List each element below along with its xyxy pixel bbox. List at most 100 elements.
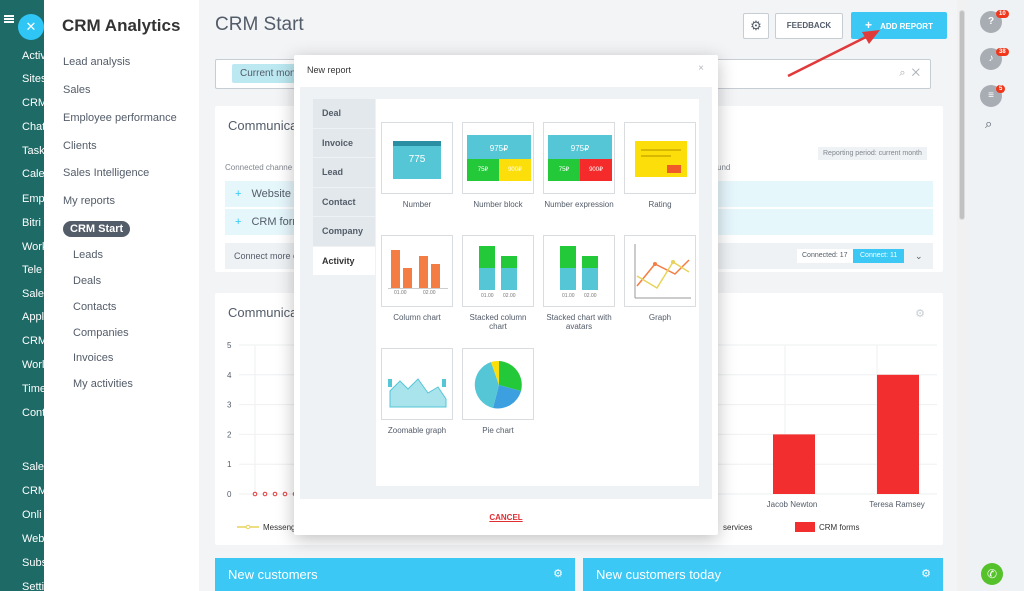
x-tick-label: Teresa Ramsey xyxy=(869,500,925,509)
left-menu-item[interactable]: Bitri xyxy=(22,217,41,229)
y-tick-label: 2 xyxy=(227,430,232,439)
settings-gear-button[interactable]: ⚙ xyxy=(743,13,769,39)
page-scrollbar[interactable] xyxy=(957,0,967,591)
help-badge: 10 xyxy=(996,10,1009,18)
tab-activity[interactable]: Activity xyxy=(313,246,375,276)
tab-invoice[interactable]: Invoice xyxy=(313,128,375,158)
sidebar-item-clients[interactable]: Clients xyxy=(63,140,97,152)
stacked-column-thumbnail: 01.00 02.00 xyxy=(462,235,534,307)
sidebar-item-my-activities[interactable]: My activities xyxy=(73,378,133,390)
gear-icon[interactable]: ⚙ xyxy=(921,568,931,580)
report-type-panel: 775 Number 975₽ 75₽ 900₽ Number block xyxy=(376,99,699,486)
left-menu-item[interactable]: Work xyxy=(22,241,44,253)
add-report-button[interactable]: + ADD REPORT xyxy=(851,12,947,39)
left-menu-item[interactable]: Task xyxy=(22,145,44,157)
number-block-thumbnail: 975₽ 75₽ 900₽ xyxy=(462,122,534,194)
add-report-label: ADD REPORT xyxy=(880,22,933,31)
sidebar-item-employee-performance[interactable]: Employee performance xyxy=(63,112,177,124)
report-label: Number xyxy=(402,200,432,209)
report-tile-pie-chart[interactable]: Pie chart xyxy=(462,348,534,435)
block-sub1: 75₽ xyxy=(467,159,499,181)
search-icon[interactable]: ⌕ xyxy=(899,67,906,79)
sidebar-item-sales-intelligence[interactable]: Sales Intelligence xyxy=(63,167,150,179)
left-menu-item[interactable]: Tele xyxy=(22,264,43,276)
gear-icon[interactable]: ⚙ xyxy=(915,308,925,320)
sidebar-item-my-reports[interactable]: My reports xyxy=(63,195,115,207)
sidebar-item-contacts[interactable]: Contacts xyxy=(73,301,117,313)
tab-company[interactable]: Company xyxy=(313,217,375,247)
report-tile-stacked-column-chart[interactable]: 01.00 02.00 Stacked column chart xyxy=(462,235,534,331)
new-customers-title: New customers xyxy=(228,567,318,582)
channel-name: CRM form xyxy=(251,216,302,228)
new-customers-today-title: New customers today xyxy=(596,567,721,582)
left-menu-item[interactable]: Setti xyxy=(22,581,44,591)
tab-lead[interactable]: Lead xyxy=(313,158,375,188)
left-menu-item[interactable]: Chat xyxy=(22,121,44,133)
tab-contact[interactable]: Contact xyxy=(313,187,375,217)
scrollbar-thumb[interactable] xyxy=(959,10,965,220)
left-menu-item[interactable]: Cont xyxy=(22,407,44,419)
sidebar-item-lead-analysis[interactable]: Lead analysis xyxy=(63,56,131,68)
left-menu-item[interactable]: CRM xyxy=(22,97,44,109)
reporting-period-badge[interactable]: Reporting period: current month xyxy=(818,147,927,160)
zoomable-area xyxy=(388,378,447,408)
left-menu-item[interactable]: Cale xyxy=(22,168,44,180)
number-thumbnail: 775 xyxy=(381,122,453,194)
left-menu-item[interactable]: Emp xyxy=(22,193,44,205)
clear-icon[interactable]: ✕ xyxy=(911,67,920,79)
zero-point xyxy=(252,491,258,497)
left-menu-item[interactable]: Onli xyxy=(22,509,42,521)
cancel-button[interactable]: CANCEL xyxy=(489,513,523,522)
block-sub2: 900₽ xyxy=(499,159,531,181)
left-menu-item[interactable]: Sales xyxy=(22,461,44,473)
right-notification-bar: ? 10 ♪ 38 ≡ 5 ⌕ xyxy=(967,0,1024,591)
search-icon[interactable]: ⌕ xyxy=(985,116,993,131)
sidebar-item-deals[interactable]: Deals xyxy=(73,275,102,287)
x-tick-label: Jacob Newton xyxy=(767,500,818,509)
chart-bar xyxy=(773,434,815,494)
tick-label: 02.00 xyxy=(584,293,597,299)
left-menu-item[interactable]: Subs xyxy=(22,557,44,569)
left-menu-item[interactable]: Activ xyxy=(22,50,44,62)
sidebar-item-sales[interactable]: Sales xyxy=(63,84,91,96)
report-tile-rating[interactable]: Rating xyxy=(624,122,696,209)
pie-shape xyxy=(474,360,522,409)
gear-icon: ⚙ xyxy=(750,18,762,33)
connect-button[interactable]: Connect: 11 xyxy=(853,249,905,263)
connect-more-text[interactable]: Connect more c xyxy=(234,251,298,261)
report-tile-stacked-avatars[interactable]: 01.00 02.00 Stacked chart with avatars xyxy=(543,235,615,331)
close-icon[interactable]: × xyxy=(698,63,704,74)
crm-analytics-sidebar: CRM Analytics Lead analysis Sales Employ… xyxy=(44,0,199,591)
sidebar-item-leads[interactable]: Leads xyxy=(73,249,103,261)
left-menu-item[interactable]: Appl xyxy=(22,311,44,323)
left-menu-item[interactable]: Sale xyxy=(22,288,44,300)
phone-icon[interactable]: ✆ xyxy=(981,563,1003,585)
left-menu-item[interactable]: Web xyxy=(22,533,44,545)
y-tick-label: 3 xyxy=(227,401,232,410)
left-menu-item[interactable]: CRM xyxy=(22,485,44,497)
left-menu-item[interactable]: Worl xyxy=(22,359,44,371)
sidebar-item-invoices[interactable]: Invoices xyxy=(73,352,114,364)
left-menu-item[interactable]: CRM xyxy=(22,335,44,347)
zero-point xyxy=(282,491,288,497)
report-tile-number-block[interactable]: 975₽ 75₽ 900₽ Number block xyxy=(462,122,534,209)
pie-chart-thumbnail xyxy=(462,348,534,420)
sidebar-item-companies[interactable]: Companies xyxy=(73,327,129,339)
gear-icon[interactable]: ⚙ xyxy=(553,568,563,580)
page-title: CRM Start xyxy=(215,14,304,35)
feedback-button[interactable]: FEEDBACK xyxy=(775,13,843,39)
filter-chip[interactable]: Current mon xyxy=(232,64,304,83)
report-tile-number[interactable]: 775 Number xyxy=(381,122,453,209)
report-tile-graph[interactable]: Graph xyxy=(624,235,696,322)
report-tile-zoomable-graph[interactable]: Zoomable graph xyxy=(381,348,453,435)
left-menu-item[interactable]: Time xyxy=(22,383,44,395)
sidebar-item-crm-start[interactable]: CRM Start xyxy=(63,221,131,237)
left-menu-item[interactable]: Sites xyxy=(22,73,44,85)
report-tile-number-expression[interactable]: 975₽ 75₽ 900₽ Number expression xyxy=(543,122,615,209)
menu-icon[interactable] xyxy=(4,15,14,23)
tab-deal[interactable]: Deal xyxy=(313,99,375,129)
report-tile-column-chart[interactable]: 01.00 02.00 Column chart xyxy=(381,235,453,322)
legend-swatch xyxy=(795,522,815,532)
chevron-down-icon[interactable]: ⌄ xyxy=(915,251,923,261)
close-slider-button[interactable]: ✕ xyxy=(18,14,44,40)
